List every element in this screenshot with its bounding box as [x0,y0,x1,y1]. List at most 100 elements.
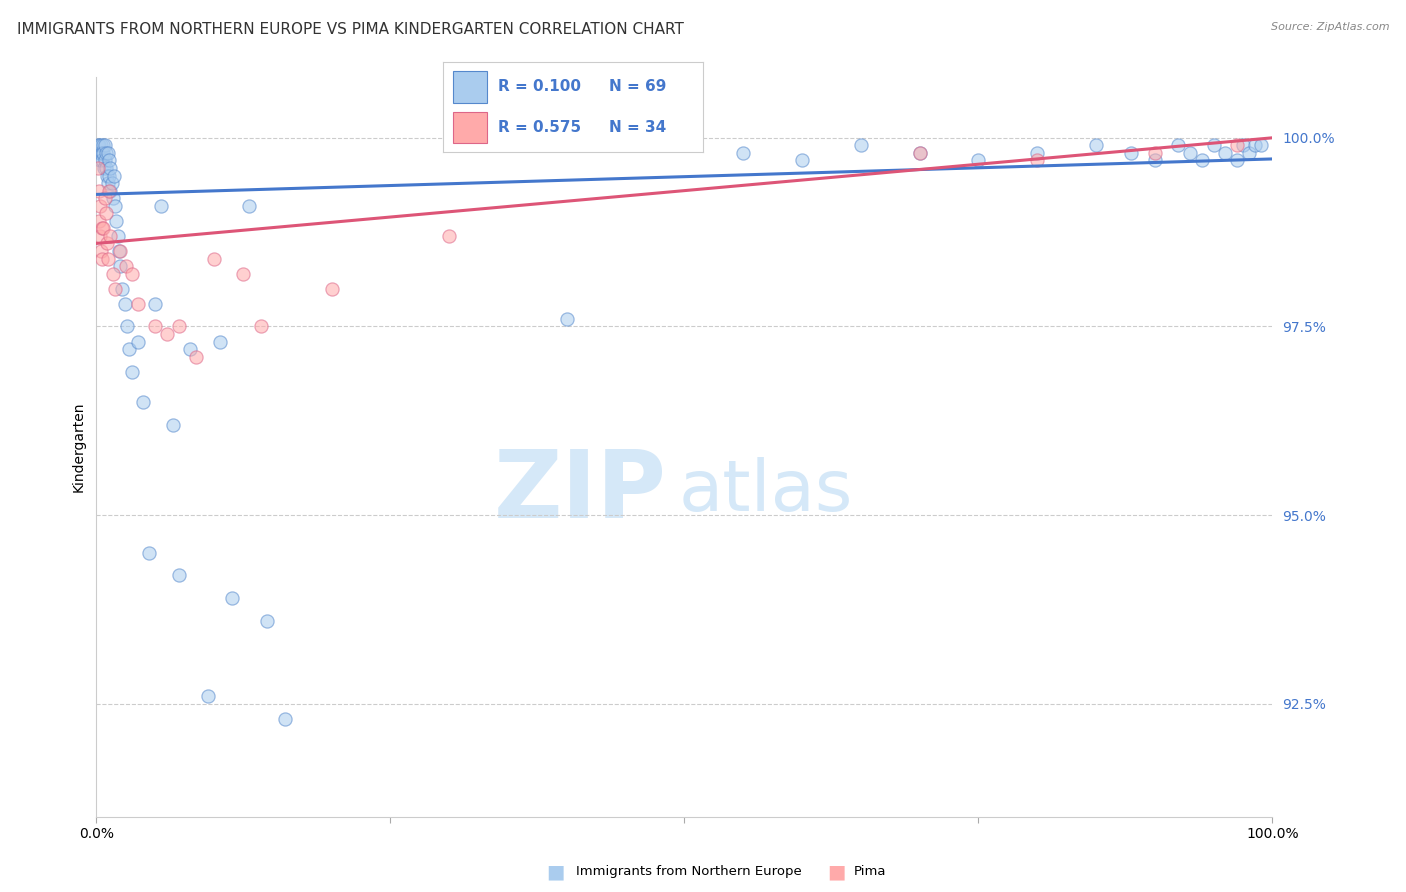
Point [1178,145,1201,160]
Point [167,568,190,582]
Point [108,244,131,258]
Point [89,228,111,243]
Point [908,145,931,160]
Point [96,145,118,160]
Point [437,228,460,243]
Point [908,145,931,160]
Point [1243,138,1265,153]
Point [93,161,115,175]
Point [256,614,278,628]
Point [87,161,110,175]
Point [89,138,111,153]
Point [98,169,121,183]
Text: ■: ■ [827,862,846,881]
Point [89,199,111,213]
Point [118,342,141,356]
Point [91,252,114,266]
Point [1232,138,1254,153]
Point [132,395,155,409]
Point [250,319,273,334]
Point [221,591,243,605]
Point [1250,138,1272,153]
Point [107,228,129,243]
Point [87,184,110,198]
Text: Source: ZipAtlas.com: Source: ZipAtlas.com [1271,22,1389,32]
Point [1026,153,1049,168]
Text: R = 0.575: R = 0.575 [498,120,581,135]
Point [197,689,219,703]
Point [1215,145,1237,160]
Point [89,153,111,168]
Point [101,191,124,205]
Point [97,252,120,266]
Point [91,153,114,168]
Text: atlas: atlas [679,457,853,526]
Point [94,206,117,220]
Point [156,326,179,341]
Point [93,221,115,235]
Point [89,145,111,160]
Bar [453,112,486,143]
Point [96,236,118,251]
Point [1226,153,1249,168]
Point [1202,138,1225,153]
Point [202,252,225,266]
Point [94,145,117,160]
Point [162,417,184,432]
Point [90,221,112,235]
Point [103,169,125,183]
Point [98,184,121,198]
Point [1167,138,1189,153]
Text: Immigrants from Northern Europe: Immigrants from Northern Europe [576,865,803,878]
Point [138,546,160,560]
Point [321,282,343,296]
Point [555,312,578,326]
Point [111,282,134,296]
Point [1121,145,1143,160]
Point [115,319,138,334]
Point [90,145,112,160]
Point [114,259,136,273]
Text: ■: ■ [546,862,565,881]
Point [121,267,143,281]
Point [238,199,260,213]
Point [105,214,128,228]
Point [94,153,117,168]
Point [93,145,115,160]
Point [1085,138,1108,153]
Point [1226,138,1249,153]
Point [127,334,149,349]
Point [790,153,813,168]
Point [186,350,208,364]
Point [93,138,115,153]
Point [114,297,136,311]
Point [97,153,120,168]
Point [101,267,124,281]
Point [96,161,118,175]
Text: Pima: Pima [853,865,886,878]
Point [179,342,201,356]
Point [121,365,143,379]
Text: N = 69: N = 69 [609,79,666,95]
Point [127,297,149,311]
Point [100,228,122,243]
Point [90,244,112,258]
Point [733,145,755,160]
Point [1191,153,1213,168]
Point [143,297,166,311]
Point [96,169,118,183]
Point [104,199,127,213]
Point [1026,145,1049,160]
Point [1237,145,1260,160]
Point [87,138,110,153]
Point [98,184,121,198]
Point [107,244,129,258]
Point [100,161,122,175]
Point [1143,145,1166,160]
Y-axis label: Kindergarten: Kindergarten [72,402,86,492]
Point [1143,153,1166,168]
Point [93,191,115,205]
Point [167,319,190,334]
Point [108,259,131,273]
Point [100,176,122,190]
